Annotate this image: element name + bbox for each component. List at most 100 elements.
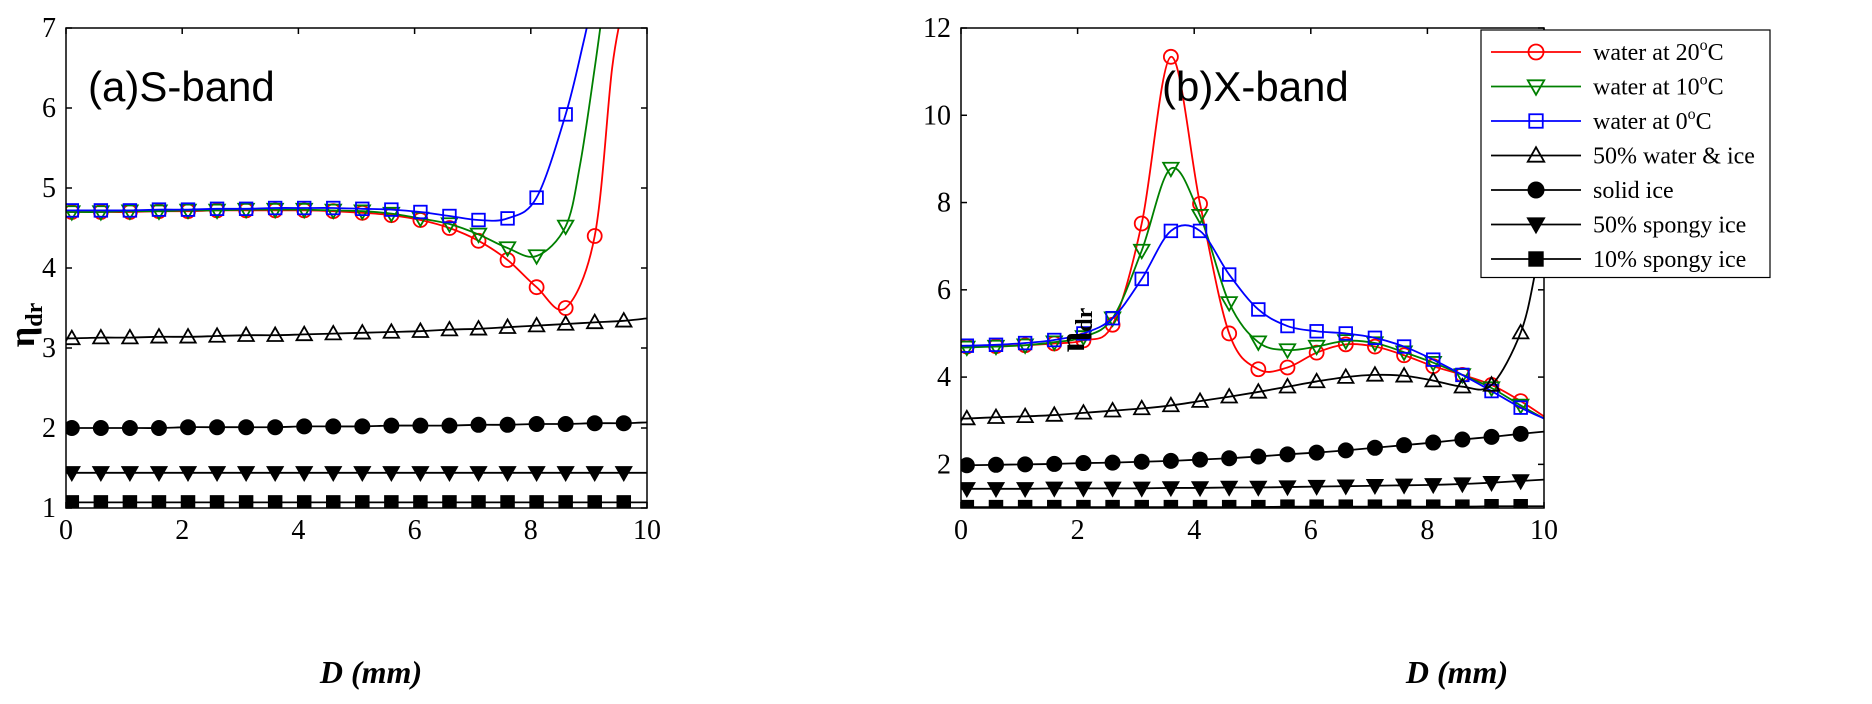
legend-entry: water at 10oC: [1491, 72, 1724, 101]
data-point: [961, 457, 975, 474]
legend-marker: [1526, 79, 1546, 97]
data-point: [441, 220, 458, 236]
data-point: [207, 326, 227, 343]
series-line: [66, 317, 647, 340]
legend-label-sup: o: [1700, 72, 1708, 89]
data-point: [91, 205, 111, 222]
legend-marker: [1528, 251, 1544, 267]
data-point: [1047, 332, 1062, 348]
legend-label-main: water at 20: [1593, 40, 1700, 66]
legend-label: 50% water & ice: [1593, 144, 1755, 170]
data-point: [149, 204, 169, 221]
x-tick-label: 10: [633, 515, 661, 546]
series: [66, 415, 647, 436]
data-point: [1134, 271, 1149, 287]
data-point: [1074, 403, 1093, 420]
data-point: [1104, 454, 1121, 471]
data-point: [1337, 336, 1354, 353]
y-axis-label-sub: dr: [22, 302, 48, 326]
data-point: [1511, 323, 1530, 340]
series: [66, 466, 647, 483]
data-point: [558, 107, 573, 122]
data-point: [236, 466, 256, 483]
data-point: [1336, 479, 1355, 496]
data-point: [1249, 382, 1268, 399]
data-point: [469, 319, 488, 336]
data-point: [150, 420, 167, 436]
series-line: [961, 478, 1544, 490]
y-tick-label: 12: [923, 13, 951, 44]
data-point: [149, 466, 169, 483]
legend-label-main: water at 10: [1593, 75, 1700, 101]
data-point: [1017, 499, 1033, 508]
data-point: [411, 466, 430, 483]
x-tick-label: 6: [1304, 515, 1318, 546]
data-point: [557, 416, 574, 432]
data-point: [440, 466, 459, 483]
data-point: [1220, 480, 1239, 497]
data-point: [1221, 267, 1237, 282]
data-point: [1074, 330, 1093, 347]
y-tick-label: 6: [42, 93, 56, 124]
data-point: [383, 417, 400, 434]
y-tick-label: 2: [937, 449, 951, 480]
data-point: [1132, 398, 1151, 416]
data-point: [1454, 431, 1471, 448]
data-point: [1280, 499, 1295, 508]
series-line: [66, 421, 647, 429]
data-point: [986, 482, 1006, 499]
legend-label: water at 20oC: [1593, 37, 1724, 66]
data-point: [238, 201, 254, 217]
data-point: [1424, 478, 1443, 495]
data-point: [1132, 481, 1151, 498]
data-point: [440, 217, 459, 234]
data-point: [1076, 499, 1091, 508]
data-point: [178, 203, 198, 220]
data-point: [440, 320, 459, 337]
data-point: [1394, 478, 1414, 495]
data-point: [1045, 481, 1064, 498]
y-tick-label: 8: [937, 188, 951, 219]
data-point: [1249, 480, 1268, 497]
data-point: [1337, 442, 1354, 459]
legend-marker: [1528, 113, 1544, 129]
data-point: [529, 495, 544, 508]
x-tick-label: 2: [175, 515, 189, 546]
x-tick-label: 2: [1071, 515, 1085, 546]
x-axis-label: D (mm): [319, 654, 422, 690]
data-point: [412, 417, 429, 434]
series-line: [66, 28, 588, 222]
data-point: [295, 466, 314, 483]
x-tick-label: 4: [1187, 515, 1201, 546]
y-tick-label: 5: [42, 173, 56, 204]
data-point: [1396, 437, 1413, 454]
data-point: [988, 337, 1004, 353]
data-point: [1453, 477, 1472, 494]
data-point: [294, 202, 314, 220]
data-point: [1221, 325, 1238, 342]
y-tick-label: 3: [42, 333, 56, 364]
legend-label: 50% spongy ice: [1593, 213, 1746, 239]
data-point: [587, 495, 602, 508]
data-point: [121, 420, 138, 436]
x-tick-label: 8: [524, 515, 538, 546]
panel-title: (a)S-band: [88, 63, 275, 110]
data-point: [1365, 479, 1385, 496]
data-point: [207, 466, 227, 483]
legend-marker: [1527, 43, 1545, 61]
legend-label-tail: C: [1696, 109, 1712, 135]
x-tick-label: 10: [1530, 515, 1558, 546]
data-point: [1045, 335, 1064, 352]
data-point: [1219, 387, 1239, 404]
data-point: [1513, 400, 1528, 415]
data-point: [66, 328, 82, 346]
data-point: [1309, 499, 1324, 508]
data-point: [324, 466, 343, 483]
data-point: [382, 322, 401, 339]
data-point: [1278, 377, 1297, 394]
data-point: [1396, 339, 1412, 354]
data-point: [1221, 499, 1237, 508]
data-point: [556, 466, 575, 483]
